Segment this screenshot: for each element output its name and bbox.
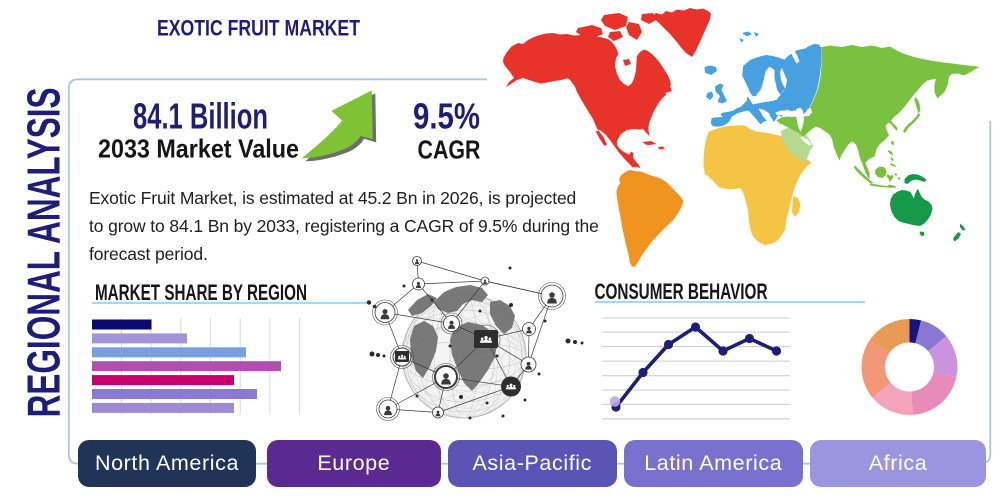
svg-text:REGIONAL ANALYSIS: REGIONAL ANALYSIS bbox=[18, 87, 70, 417]
svg-text:CONSUMER BEHAVIOR: CONSUMER BEHAVIOR bbox=[595, 279, 768, 304]
svg-text:9.5%: 9.5% bbox=[413, 95, 480, 136]
svg-text:EXOTIC FRUIT MARKET: EXOTIC FRUIT MARKET bbox=[157, 15, 360, 40]
svg-text:CAGR: CAGR bbox=[418, 136, 481, 164]
svg-text:MARKET SHARE BY REGION: MARKET SHARE BY REGION bbox=[95, 280, 307, 305]
svg-text:84.1 Billion: 84.1 Billion bbox=[133, 95, 268, 136]
svg-text:2033 Market Value: 2033 Market Value bbox=[98, 134, 299, 164]
